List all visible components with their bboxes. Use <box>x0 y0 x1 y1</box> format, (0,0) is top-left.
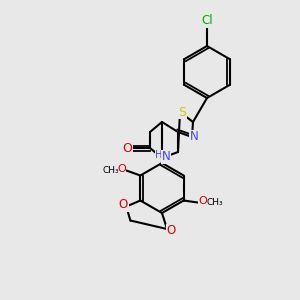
Text: O: O <box>167 224 176 238</box>
Text: O: O <box>122 142 132 154</box>
Text: CH₃: CH₃ <box>206 198 223 207</box>
Text: CH₃: CH₃ <box>102 166 119 175</box>
Text: N: N <box>190 130 198 143</box>
Text: Cl: Cl <box>201 14 213 28</box>
Text: O: O <box>119 198 128 211</box>
Text: O: O <box>198 196 207 206</box>
Text: H: H <box>155 150 163 160</box>
Text: N: N <box>162 151 170 164</box>
Text: O: O <box>117 164 126 175</box>
Text: S: S <box>178 106 186 118</box>
